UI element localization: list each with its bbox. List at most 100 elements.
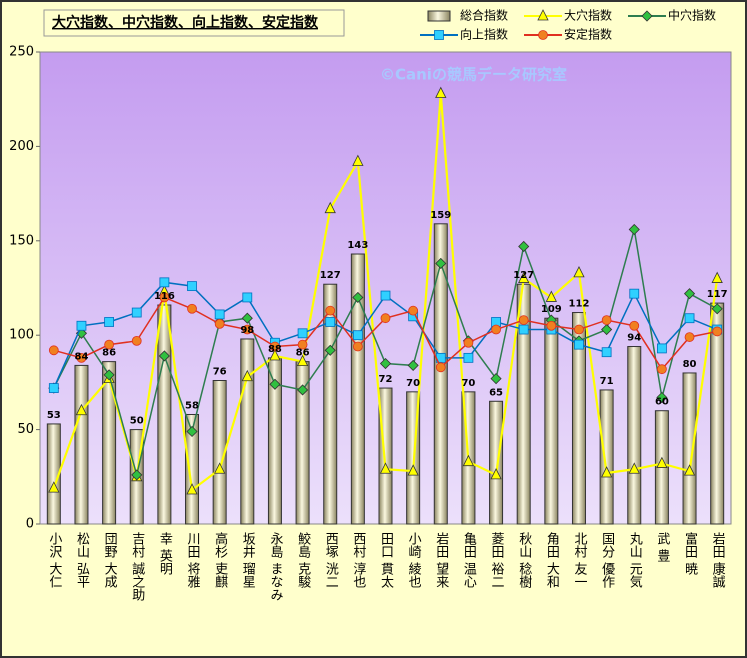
marker [131,469,143,481]
marker [131,307,142,318]
x-tick-label: 丸山 元気 [627,532,643,590]
data-label: 70 [461,378,475,389]
x-tick-label: 岩田 望来 [433,532,449,589]
marker [380,290,391,301]
x-tick-label: 松山 弘平 [74,532,90,589]
bar [599,389,614,525]
marker [324,201,336,214]
bar [571,312,586,525]
x-tick-label: 幸 英明 [157,532,173,577]
marker [269,349,281,361]
marker [601,347,612,358]
data-label: 127 [320,270,341,281]
y-tick-label: 50 [17,422,34,437]
marker [379,357,392,370]
marker [711,303,723,315]
data-label: 159 [430,210,451,221]
y-tick-label: 100 [9,328,34,343]
x-tick-label: 岩田 康誠 [710,532,726,590]
marker [380,313,391,324]
x-tick-label: 西村 淳也 [350,532,366,589]
marker [573,266,585,278]
marker [684,332,695,342]
marker [463,337,474,348]
data-label: 98 [240,325,254,336]
marker [435,257,447,270]
data-label: 71 [600,376,614,387]
y-tick-label: 200 [9,139,34,154]
title-box [43,9,345,37]
marker [297,339,308,350]
marker [131,335,142,346]
marker [684,313,695,324]
bar [74,364,89,525]
marker [324,344,336,356]
marker [242,292,253,303]
marker [518,315,529,325]
bar [102,361,117,525]
data-label: 76 [213,367,227,378]
marker [325,317,336,327]
legend-label: 中穴指数 [668,8,716,23]
marker [214,318,225,329]
x-tick-label: 田口 貫太 [378,532,394,589]
data-label: 86 [296,348,310,359]
marker [408,305,419,316]
marker [76,352,87,363]
data-label: 58 [185,400,199,411]
marker [352,330,363,341]
watermark: ©Caniの競馬データ研究室 [380,66,567,84]
data-label: 112 [569,299,590,310]
marker [158,350,170,362]
bar [682,372,697,525]
legend-marker [537,9,549,21]
marker [241,369,253,382]
legend-marker [434,30,444,40]
data-label: 50 [130,416,144,427]
legend-label: 向上指数 [460,27,508,42]
marker [518,324,529,335]
marker [241,312,253,324]
marker [628,223,640,236]
chart-title: 大穴指数、中穴指数、向上指数、安定指数 [52,14,319,31]
data-label: 65 [489,387,503,398]
marker [297,384,309,396]
bar [544,317,559,525]
marker [48,383,59,393]
x-tick-label: 吉村 誠之助 [129,532,145,603]
marker [601,323,613,336]
marker [325,305,336,316]
x-tick-label: 富田 暁 [682,531,697,576]
marker [270,341,280,352]
marker [628,462,640,474]
y-tick-label: 150 [9,233,34,248]
marker [463,352,474,363]
data-label: 127 [513,270,534,281]
marker [407,464,419,476]
marker [490,468,502,480]
x-tick-label: 鮫島 克駿 [295,532,311,589]
marker [629,288,640,299]
y-tick-label: 0 [26,517,34,532]
marker [657,343,667,354]
marker [407,359,419,371]
bar [185,413,200,525]
marker [518,240,530,253]
data-label: 88 [268,344,282,355]
marker [518,271,530,283]
x-tick-label: 小沢 大仁 [46,532,62,589]
bar [157,304,172,525]
marker [574,324,584,335]
legend-marker [641,10,653,22]
marker [269,378,281,390]
x-tick-label: 西塚 洸二 [323,532,339,588]
data-label: 70 [406,378,420,389]
marker [76,320,87,331]
x-tick-label: 坂井 瑠星 [240,532,256,589]
x-tick-label: 小崎 綾也 [406,532,422,589]
marker [683,464,696,476]
data-label: 84 [74,351,88,362]
x-tick-label: 秋山 稔樹 [516,532,532,589]
legend-swatch [427,10,451,22]
bar [433,223,448,525]
